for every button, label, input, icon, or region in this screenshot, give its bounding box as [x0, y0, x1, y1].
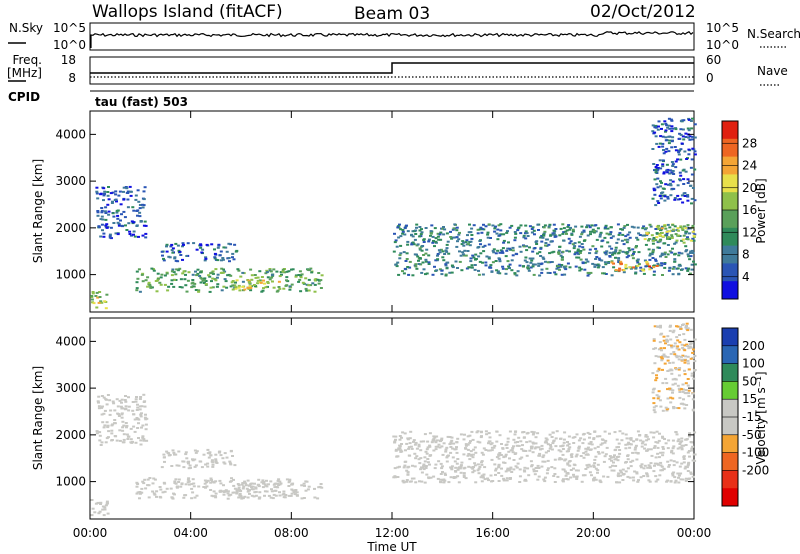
velocity-colorbar-band-0	[722, 328, 738, 347]
velocity-region-4	[229, 482, 282, 498]
power-region-5	[392, 223, 697, 277]
power-region-1	[95, 185, 148, 240]
time-xtick-1: 04:00	[173, 526, 208, 540]
power-colorbar-tick-2: 12	[742, 225, 757, 239]
power-region-6	[610, 260, 659, 272]
time-xtick-6: 00:00	[677, 526, 712, 540]
velocity-region-6	[651, 322, 697, 414]
power-colorbar-band-6	[722, 227, 738, 247]
nsky-trace	[90, 31, 694, 48]
freq-trace	[90, 62, 694, 74]
power-colorbar-band-5	[722, 210, 738, 229]
velocity-colorbar-band-2	[722, 363, 738, 382]
noise-panel: N.Sky 10^5 10^0 10^5 10^0 N.Search	[8, 21, 800, 52]
nsearch-tick-bottom: 10^0	[706, 38, 739, 52]
power-ytick-1: 2000	[55, 221, 86, 235]
time-xtick-2: 08:00	[274, 526, 309, 540]
nave-tick-bottom: 0	[706, 71, 714, 85]
nsky-tick-bottom: 10^0	[53, 38, 86, 52]
velocity-colorbar-band-9	[722, 488, 738, 507]
nsky-tick-top: 10^5	[53, 21, 86, 35]
nave-label: Nave	[757, 64, 788, 78]
power-colorbar-band-9	[722, 281, 738, 300]
power-region-4	[231, 279, 281, 291]
freq-tick-bottom: 8	[68, 71, 76, 85]
power-ytick-0: 1000	[55, 268, 86, 282]
power-region-2	[160, 242, 239, 263]
velocity-region-1	[95, 393, 149, 446]
velocity-panel: 1000 2000 3000 4000 00:00 04:00 08:00 12:00 16:…	[31, 111, 769, 554]
program-name: tau (fast) 503	[95, 95, 188, 109]
time-xtick-5: 20:00	[576, 526, 611, 540]
power-colorbar-tick-3: 16	[742, 203, 757, 217]
velocity-ytick-0: 1000	[55, 475, 86, 489]
freq-label: Freq.	[12, 53, 42, 67]
velocity-colorbar-tick-4: -15	[742, 410, 762, 424]
power-colorbar-tick-6: 28	[742, 136, 757, 150]
freq-panel: Freq. [MHz] 18 8 60 0 Nave	[7, 53, 788, 86]
velocity-colorbar-tick-7: -200	[742, 463, 769, 477]
power-colorbar-band-3	[722, 174, 738, 193]
velocity-colorbar: 200 100 50 15 -15 -50 -100 -200	[721, 327, 769, 507]
power-colorbar-tick-1: 8	[742, 248, 750, 262]
velocity-colorbar-band-5	[722, 417, 738, 436]
velocity-colorbar-band-7	[722, 452, 738, 471]
nsky-label: N.Sky	[9, 21, 43, 35]
power-ylabel: Slant Range [km]	[31, 159, 45, 263]
velocity-colorbar-tick-6: -100	[742, 446, 769, 460]
power-colorbar-band-8	[722, 263, 738, 282]
time-xlabel: Time UT	[366, 540, 417, 554]
power-colorbar-band-0	[722, 121, 738, 140]
power-colorbar-tick-4: 20	[742, 181, 757, 195]
velocity-region-5	[392, 430, 697, 484]
power-colorbar-label: Power [dB]	[754, 178, 768, 243]
velocity-ytick-3: 4000	[55, 334, 86, 348]
velocity-colorbar-tick-5: -50	[742, 428, 762, 442]
power-colorbar-band-1	[722, 138, 738, 158]
velocity-colorbar-band-1	[722, 345, 738, 365]
freq-unit-label: [MHz]	[7, 66, 42, 80]
station-title: Wallops Island (fitACF)	[92, 2, 283, 22]
power-colorbar: 4 8 12 16 20 24 28	[721, 120, 757, 300]
velocity-colorbar-tick-1: 100	[742, 357, 765, 371]
velocity-ytick-1: 2000	[55, 428, 86, 442]
velocity-colorbar-label: Velocity [m s⁻¹]	[754, 371, 768, 464]
velocity-region-2	[160, 448, 237, 470]
power-ytick-2: 3000	[55, 174, 86, 188]
nsearch-label: N.Search	[747, 27, 800, 41]
velocity-colorbar-tick-0: 200	[742, 339, 765, 353]
date-title: 02/Oct/2012	[590, 2, 696, 22]
beam-title: Beam 03	[354, 4, 430, 24]
power-colorbar-band-4	[722, 192, 738, 211]
power-ytick-3: 4000	[55, 127, 86, 141]
velocity-ytick-2: 3000	[55, 381, 86, 395]
power-colorbar-tick-0: 4	[742, 270, 750, 284]
power-panel: 1000 2000 3000 4000 Slant Range [km] 4 8 12 16…	[31, 110, 768, 313]
velocity-colorbar-band-6	[722, 434, 738, 454]
velocity-colorbar-tick-3: 15	[742, 392, 757, 406]
power-region-8	[651, 117, 697, 207]
velocity-colorbar-band-4	[722, 399, 738, 418]
time-xtick-3: 12:00	[375, 526, 410, 540]
velocity-colorbar-band-8	[722, 470, 738, 489]
velocity-region-0	[90, 499, 110, 517]
cpid-label: CPID	[8, 90, 40, 104]
nave-tick-top: 60	[706, 53, 721, 67]
power-colorbar-tick-5: 24	[742, 159, 757, 173]
velocity-colorbar-tick-2: 50	[742, 374, 757, 388]
nsearch-tick-top: 10^5	[706, 21, 739, 35]
velocity-colorbar-band-3	[722, 381, 738, 400]
power-region-0	[90, 291, 109, 310]
freq-tick-top: 18	[61, 53, 76, 67]
power-region-7	[643, 223, 696, 244]
time-xtick-4: 16:00	[475, 526, 510, 540]
velocity-ylabel: Slant Range [km]	[31, 366, 45, 470]
time-xtick-0: 00:00	[73, 526, 108, 540]
